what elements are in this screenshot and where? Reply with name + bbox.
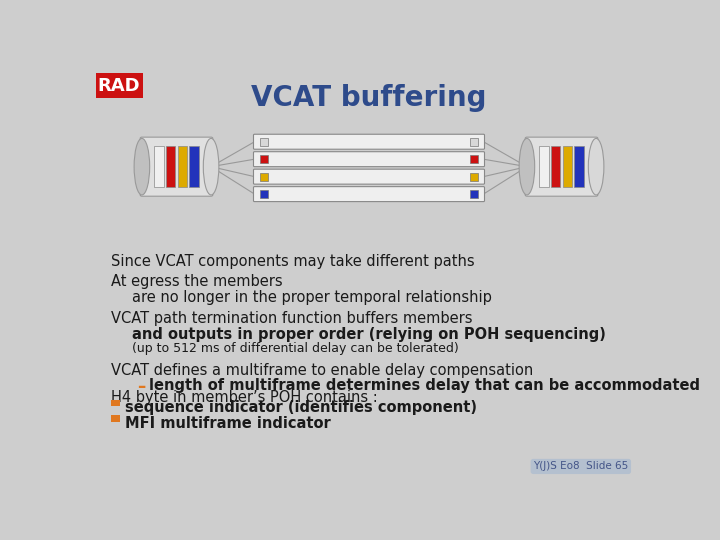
Bar [111,415,120,422]
Bar [189,146,199,187]
Text: At egress the members: At egress the members [111,274,283,289]
Text: Since VCAT components may take different paths: Since VCAT components may take different… [111,254,474,269]
Text: (up to 512 ms of differential delay can be tolerated): (up to 512 ms of differential delay can … [132,342,459,355]
Text: and outputs in proper order (relying on POH sequencing): and outputs in proper order (relying on … [132,327,606,342]
FancyBboxPatch shape [96,73,143,98]
Text: RAD: RAD [98,77,140,94]
Bar [575,146,584,187]
Bar [260,155,268,163]
FancyBboxPatch shape [140,137,213,196]
Bar [178,146,187,187]
Bar [470,172,478,181]
Bar [551,146,560,187]
Bar [260,190,268,198]
Text: –: – [138,379,145,396]
Bar [470,138,478,146]
Bar [166,146,176,187]
Text: Y(J)S Eo8  Slide 65: Y(J)S Eo8 Slide 65 [534,462,629,471]
Bar [470,190,478,198]
FancyBboxPatch shape [253,187,485,201]
Bar [562,146,572,187]
Text: H4 byte in member’s POH contains :: H4 byte in member’s POH contains : [111,390,378,405]
Ellipse shape [134,138,150,195]
Text: are no longer in the proper temporal relationship: are no longer in the proper temporal rel… [132,290,492,305]
FancyBboxPatch shape [253,152,485,167]
Text: MFI multiframe indicator: MFI multiframe indicator [125,416,331,431]
FancyBboxPatch shape [526,137,598,196]
Bar [111,400,120,406]
FancyBboxPatch shape [253,134,485,149]
Bar [539,146,549,187]
Bar [260,172,268,181]
Text: length of multiframe determines delay that can be accommodated: length of multiframe determines delay th… [148,379,700,393]
Text: VCAT buffering: VCAT buffering [251,84,487,112]
Ellipse shape [588,138,604,195]
Text: VCAT defines a multiframe to enable delay compensation: VCAT defines a multiframe to enable dela… [111,362,534,377]
FancyBboxPatch shape [253,169,485,184]
Bar [154,146,163,187]
Bar [470,155,478,163]
Text: VCAT path termination function buffers members: VCAT path termination function buffers m… [111,311,473,326]
Ellipse shape [519,138,535,195]
Text: sequence indicator (identifies component): sequence indicator (identifies component… [125,400,477,415]
Ellipse shape [203,138,219,195]
Bar [260,138,268,146]
